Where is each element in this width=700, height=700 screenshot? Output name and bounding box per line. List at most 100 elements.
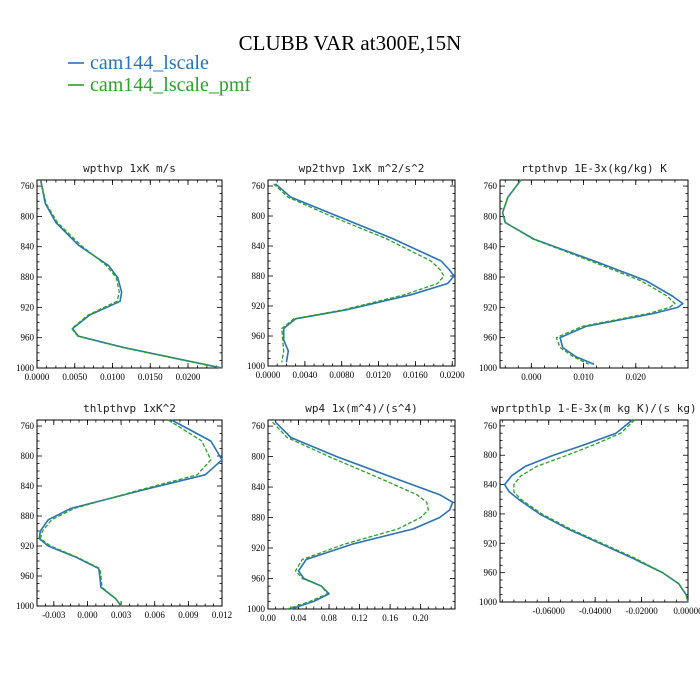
x-tick-label: 0.0040 <box>292 370 317 380</box>
y-tick-label: 1000 <box>247 361 266 371</box>
plot-frame <box>499 179 689 369</box>
y-tick-label: 760 <box>484 421 498 431</box>
x-tick-label: 0.20 <box>413 613 429 623</box>
series-line <box>501 179 684 365</box>
y-tick-label: 960 <box>484 333 498 343</box>
chart-panel: wp4 1x(m^4)/(s^4)76080084088092096010000… <box>247 402 456 623</box>
y-tick-label: 1000 <box>479 597 498 607</box>
plot-frame <box>267 179 456 367</box>
y-tick-label: 920 <box>21 541 35 551</box>
y-tick-label: 840 <box>21 481 35 491</box>
y-tick-label: 920 <box>252 543 266 553</box>
figure-title: CLUBB VAR at300E,15N <box>239 31 462 55</box>
x-tick-label: 0.0080 <box>329 370 354 380</box>
y-tick-label: 760 <box>252 421 266 431</box>
x-tick-label: 0.009 <box>178 610 199 620</box>
y-tick-label: 1000 <box>247 604 266 614</box>
y-tick-label: 1000 <box>479 363 498 373</box>
panel-title: wp2thvp 1xK m^2/s^2 <box>299 162 425 175</box>
chart-panel: rtpthvp 1E-3x(kg/kg) K 760 800 840 880 920 960… <box>479 162 689 382</box>
x-tick-label: 0.000 <box>521 372 542 382</box>
x-tick-label: 0.0050 <box>62 372 87 382</box>
y-tick-label: 880 <box>252 271 266 281</box>
x-tick-label: 0.0120 <box>366 370 391 380</box>
y-tick-label: 760 <box>484 181 498 191</box>
y-tick-label: 800 <box>484 211 498 221</box>
series-line <box>273 183 445 363</box>
plot-frame <box>499 419 689 603</box>
x-tick-label: 0.0200 <box>440 370 465 380</box>
legend-label: cam144_lscale <box>90 52 209 74</box>
y-tick-label: 840 <box>484 480 498 490</box>
panel-title: thlpthvp 1xK^2 <box>83 402 176 415</box>
chart-panel: wprtpthlp 1-E-3x(m kg K)/(s kg) 760 800 840… <box>479 402 700 616</box>
series-line <box>501 179 676 365</box>
x-tick-label: 0.0200 <box>176 372 201 382</box>
x-tick-label: 0.0000 <box>256 370 281 380</box>
y-tick-label: 960 <box>21 333 35 343</box>
series-line <box>275 421 454 610</box>
y-tick-label: 1000 <box>16 601 35 611</box>
y-tick-label: 960 <box>484 568 498 578</box>
y-tick-label: 800 <box>21 451 35 461</box>
legend-label: cam144_lscale_pmf <box>90 74 251 96</box>
series-line <box>503 419 689 603</box>
x-tick-label: 0.08 <box>321 613 337 623</box>
y-tick-label: 880 <box>252 513 266 523</box>
chart-panel: wp2thvp 1xK m^2/s^2 760 800 840 880 920 960 100… <box>247 162 465 380</box>
y-tick-label: 760 <box>21 421 35 431</box>
series-line <box>274 183 455 363</box>
x-tick-label: 0.0150 <box>138 372 163 382</box>
x-tick-label: 0.16 <box>382 613 398 623</box>
y-tick-label: 800 <box>252 211 266 221</box>
x-tick-label: 0.012 <box>212 610 232 620</box>
y-tick-label: 960 <box>21 571 35 581</box>
y-tick-label: 840 <box>252 241 266 251</box>
x-tick-label: 0.020 <box>626 372 647 382</box>
x-tick-label: 0.0000 <box>25 372 50 382</box>
x-tick-label: 0.003 <box>111 610 132 620</box>
x-tick-label: -0.04000 <box>579 606 612 616</box>
y-tick-label: 1000 <box>16 363 35 373</box>
series-line <box>38 419 223 607</box>
y-tick-label: 920 <box>252 301 266 311</box>
x-tick-label: 0.006 <box>145 610 166 620</box>
series-line <box>40 180 223 369</box>
y-tick-label: 880 <box>21 511 35 521</box>
legend-entry: cam144_lscale <box>68 52 209 74</box>
panel-title: rtpthvp 1E-3x(kg/kg) K <box>521 162 667 175</box>
x-tick-label: -0.02000 <box>625 606 658 616</box>
y-tick-label: 880 <box>21 272 35 282</box>
plot-frame <box>267 419 456 610</box>
legend: cam144_lscale cam144_lscale_pmf <box>68 52 251 96</box>
y-tick-label: 800 <box>484 450 498 460</box>
plot-frame <box>36 179 223 369</box>
x-tick-label: 0.0100 <box>100 372 125 382</box>
y-tick-label: 800 <box>252 452 266 462</box>
y-tick-label: 760 <box>21 181 35 191</box>
x-tick-label: 0.00 <box>260 613 276 623</box>
x-tick-label: 0.00000 <box>673 606 700 616</box>
chart-panel: thlpthvp 1xK^2 760 800 840 880 920 960 1000 -0.0… <box>16 402 232 620</box>
y-tick-label: 840 <box>21 242 35 252</box>
y-tick-label: 960 <box>252 331 266 341</box>
series-line <box>39 419 212 607</box>
panel-title: wp4 1x(m^4)/(s^4) <box>305 402 418 415</box>
x-tick-label: -0.06000 <box>533 606 566 616</box>
y-tick-label: 840 <box>252 482 266 492</box>
y-tick-label: 960 <box>252 574 266 584</box>
x-tick-label: 0.0160 <box>403 370 428 380</box>
y-tick-label: 880 <box>484 509 498 519</box>
y-tick-label: 800 <box>21 211 35 221</box>
x-tick-label: 0.000 <box>77 610 98 620</box>
x-tick-label: -0.003 <box>42 610 66 620</box>
y-tick-label: 920 <box>484 302 498 312</box>
x-tick-label: 0.04 <box>291 613 307 623</box>
panels: wpthvp 1xK m/s76080084088092096010000.00… <box>16 162 700 623</box>
y-tick-label: 840 <box>484 242 498 252</box>
series-line <box>272 421 429 610</box>
y-tick-label: 880 <box>484 272 498 282</box>
y-tick-label: 920 <box>484 538 498 548</box>
panel-title: wpthvp 1xK m/s <box>83 162 176 175</box>
